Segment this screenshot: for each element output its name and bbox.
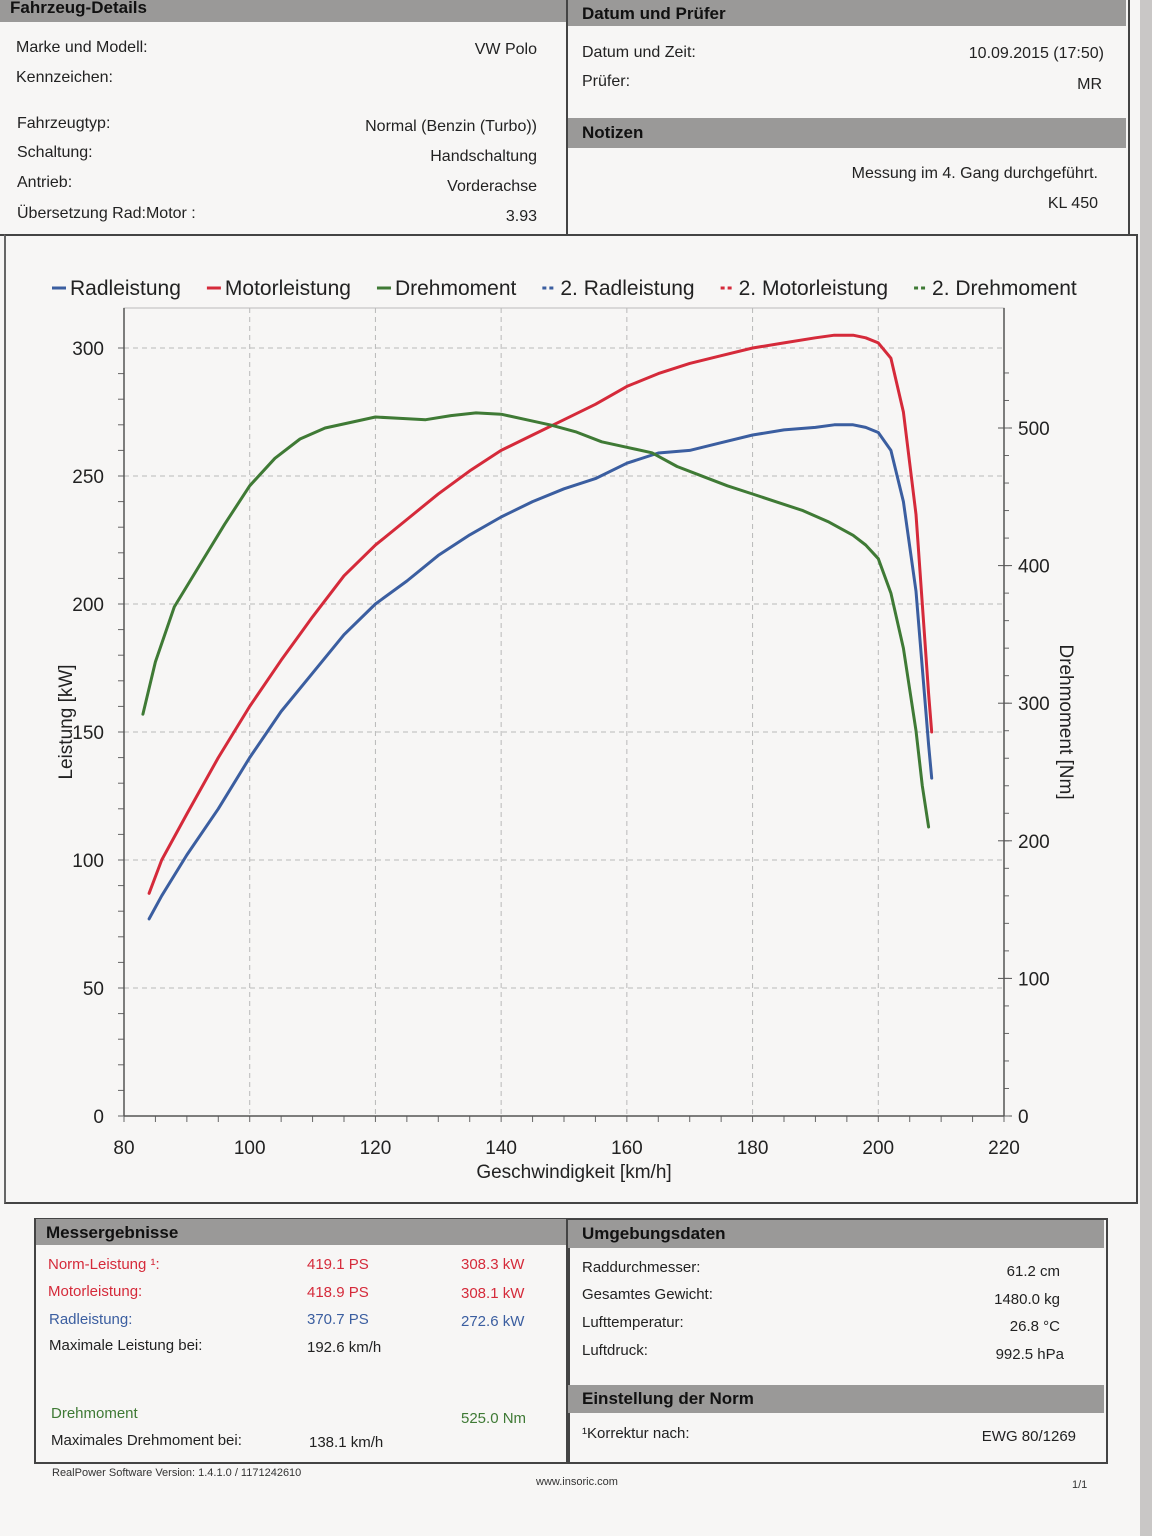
env-value-3: 992.5 hPa [995,1346,1064,1363]
vehicle-value-5: 3.93 [505,208,537,225]
date-value-1: MR [1077,76,1102,93]
max-power-label: Maximale Leistung bei: [49,1337,203,1354]
env-value-2: 26.8 °C [1009,1318,1060,1335]
norm-value: EWG 80/1269 [981,1428,1076,1445]
env-label-1: Gesamtes Gewicht: [582,1286,713,1303]
vehicle-value-3: Handschaltung [430,148,537,165]
env-label-3: Luftdruck: [582,1342,648,1359]
max-torque-label: Maximales Drehmoment bei: [51,1432,242,1449]
website: www.insoric.com [536,1476,618,1488]
notes-line-0: Messung im 4. Gang durchgeführt. [851,165,1098,182]
chart-frame [4,234,1138,1204]
date-value-0: 10.09.2015 (17:50) [968,45,1104,62]
notes-line-1: KL 450 [1047,195,1098,212]
vehicle-label-0: Marke und Modell: [16,39,148,56]
software-version: RealPower Software Version: 1.4.1.0 / 11… [52,1467,302,1479]
result-kw-2: 272.6 kW [461,1313,525,1330]
env-value-1: 1480.0 kg [994,1291,1060,1308]
notes-header: Notizen [568,118,1126,148]
result-label-2: Radleistung: [49,1311,133,1328]
environment-header: Umgebungsdaten [568,1220,1104,1248]
result-label-0: Norm-Leistung ¹: [48,1256,160,1273]
environment-box [566,1218,1108,1464]
result-ps-1: 418.9 PS [307,1284,369,1301]
date-label-0: Datum und Zeit: [582,44,696,61]
result-kw-1: 308.1 kW [461,1285,525,1302]
result-kw-0: 308.3 kW [461,1256,525,1273]
env-label-2: Lufttemperatur: [582,1314,684,1331]
page-number: 1/1 [1072,1479,1088,1491]
vehicle-details-header: Fahrzeug-Details [0,0,566,22]
result-label-1: Motorleistung: [48,1283,143,1300]
vehicle-label-4: Antrieb: [17,174,73,191]
results-header: Messergebnisse [36,1219,566,1245]
torque-value: 525.0 Nm [461,1410,527,1427]
vehicle-label-2: Fahrzeugtyp: [17,115,111,132]
vehicle-value-2: Normal (Benzin (Turbo)) [365,118,537,135]
env-value-0: 61.2 cm [1006,1263,1060,1280]
result-ps-0: 419.1 PS [307,1256,369,1273]
result-ps-2: 370.7 PS [307,1311,369,1328]
norm-header: Einstellung der Norm [568,1385,1104,1413]
date-label-1: Prüfer: [582,73,631,90]
vehicle-value-4: Vorderachse [447,178,537,195]
vehicle-label-5: Übersetzung Rad:Motor : [17,205,196,222]
torque-label: Drehmoment [51,1405,138,1422]
vehicle-value-0: VW Polo [474,41,537,58]
max-power-value: 192.6 km/h [307,1339,382,1356]
env-label-0: Raddurchmesser: [582,1259,701,1276]
norm-label: ¹Korrektur nach: [582,1425,690,1442]
vehicle-label-1: Kennzeichen: [16,69,113,86]
date-header: Datum und Prüfer [568,0,1126,26]
vehicle-label-3: Schaltung: [17,144,93,161]
max-torque-value: 138.1 km/h [309,1434,384,1451]
